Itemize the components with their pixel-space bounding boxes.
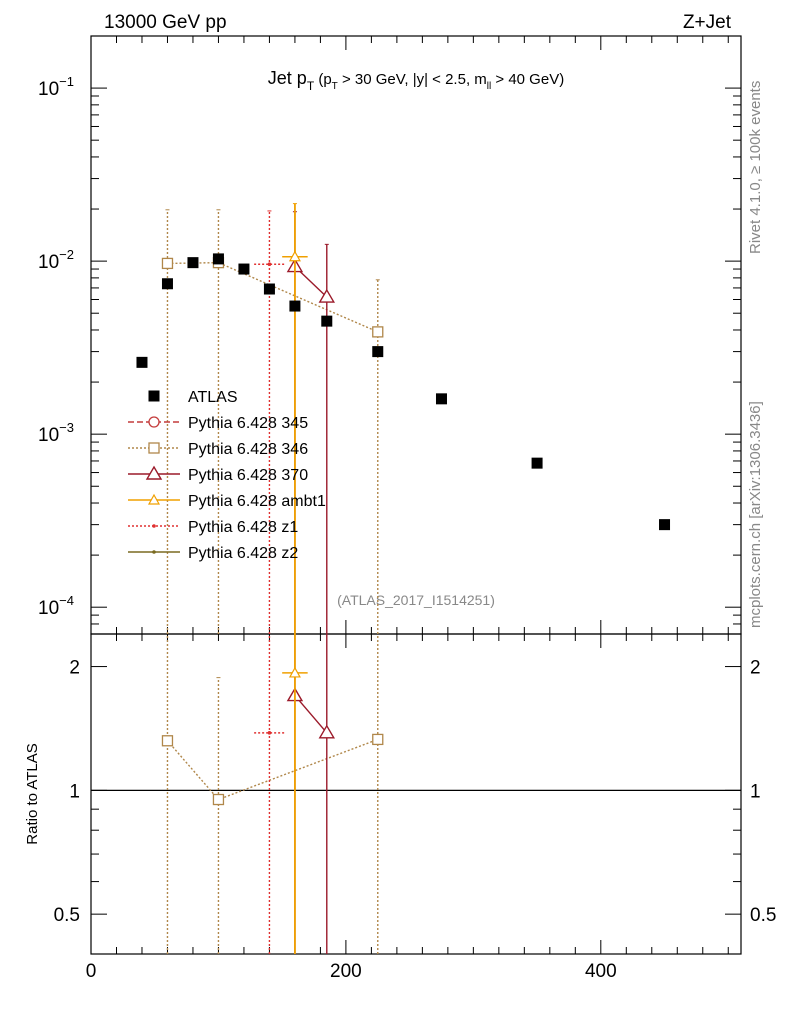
legend-label-p346: Pythia 6.428 346 <box>188 441 308 458</box>
marker-ambt1 <box>288 250 301 262</box>
data-point <box>659 519 671 531</box>
marker-p346 <box>372 326 384 338</box>
data-point <box>289 300 301 312</box>
series-line-p346 <box>167 261 379 333</box>
marker-p346 <box>161 257 174 270</box>
ratio-plot-frame <box>90 633 742 955</box>
plot-title: Jet pT (pT > 30 GeV, |y| < 2.5, mll > 40… <box>268 68 564 93</box>
ratio-marker-p346 <box>212 793 225 806</box>
ratio-y-tick-label: 2 <box>69 658 80 679</box>
y-tick-label: 10−4 <box>38 593 74 619</box>
legend-marker-p370 <box>145 465 163 480</box>
analysis-watermark: (ATLAS_2017_I1514251) <box>337 592 495 608</box>
x-tick-label: 400 <box>585 961 617 982</box>
mcplots-label: mcplots.cern.ch [arXiv:1306.3436] <box>747 401 764 628</box>
data-point <box>161 278 173 290</box>
marker-p370 <box>318 288 336 303</box>
ratio-marker-p346 <box>161 735 174 747</box>
ratio-marker-z1 <box>267 731 272 735</box>
ratio-y-tick-label-right: 0.5 <box>750 905 776 926</box>
x-tick-label: 0 <box>86 961 97 982</box>
data-point <box>136 356 148 368</box>
legend-marker-ambt1 <box>147 493 161 505</box>
legend-label-ambt1: Pythia 6.428 ambt1 <box>188 493 326 510</box>
y-tick-label: 10−3 <box>38 420 74 446</box>
header-right: Z+Jet <box>683 12 732 33</box>
ratio-y-tick-label-right: 2 <box>750 658 761 679</box>
legend-label-data: ATLAS <box>188 389 238 406</box>
legend-marker-data <box>148 390 160 402</box>
legend: ATLAS Pythia 6.428 345 Pythia 6.428 346 Pyt… <box>128 389 326 562</box>
data-point <box>212 253 224 265</box>
data-point <box>321 315 333 327</box>
legend-label-p370: Pythia 6.428 370 <box>188 467 308 484</box>
legend-label-p345: Pythia 6.428 345 <box>188 415 308 432</box>
y-tick-label: 10−2 <box>38 247 74 273</box>
legend-marker-z2 <box>152 550 156 554</box>
axes-layer: 0 200 400 10−1 10−2 10−3 10−4 0.5 0.5 1 1 2 2 <box>38 35 776 982</box>
ratio-marker-p346 <box>372 733 384 746</box>
y-tick-label: 10−1 <box>38 74 74 100</box>
data-layer <box>136 203 671 954</box>
legend-label-z1: Pythia 6.428 z1 <box>188 519 298 536</box>
ratio-marker-p370 <box>318 724 336 739</box>
legend-marker-p345 <box>148 416 160 428</box>
data-point <box>435 393 447 405</box>
marker-z1 <box>267 262 272 266</box>
data-point <box>187 257 199 269</box>
ratio-y-tick-label: 0.5 <box>54 905 80 926</box>
ratio-y-tick-label-right: 1 <box>750 781 761 802</box>
data-point <box>238 263 250 275</box>
ratio-line-p370 <box>294 695 328 734</box>
header-left: 13000 GeV pp <box>104 12 227 33</box>
legend-marker-z1 <box>152 524 156 528</box>
rivet-version-label: Rivet 4.1.0, ≥ 100k events <box>747 81 764 254</box>
data-point <box>372 346 384 358</box>
legend-marker-p346 <box>148 442 160 454</box>
data-point <box>531 457 543 469</box>
legend-label-z2: Pythia 6.428 z2 <box>188 545 298 562</box>
ratio-y-axis-label: Ratio to ATLAS <box>24 743 41 844</box>
ratio-marker-ambt1 <box>288 666 301 678</box>
data-point <box>263 283 275 295</box>
x-tick-label: 200 <box>330 961 362 982</box>
ratio-y-tick-label: 1 <box>69 781 80 802</box>
